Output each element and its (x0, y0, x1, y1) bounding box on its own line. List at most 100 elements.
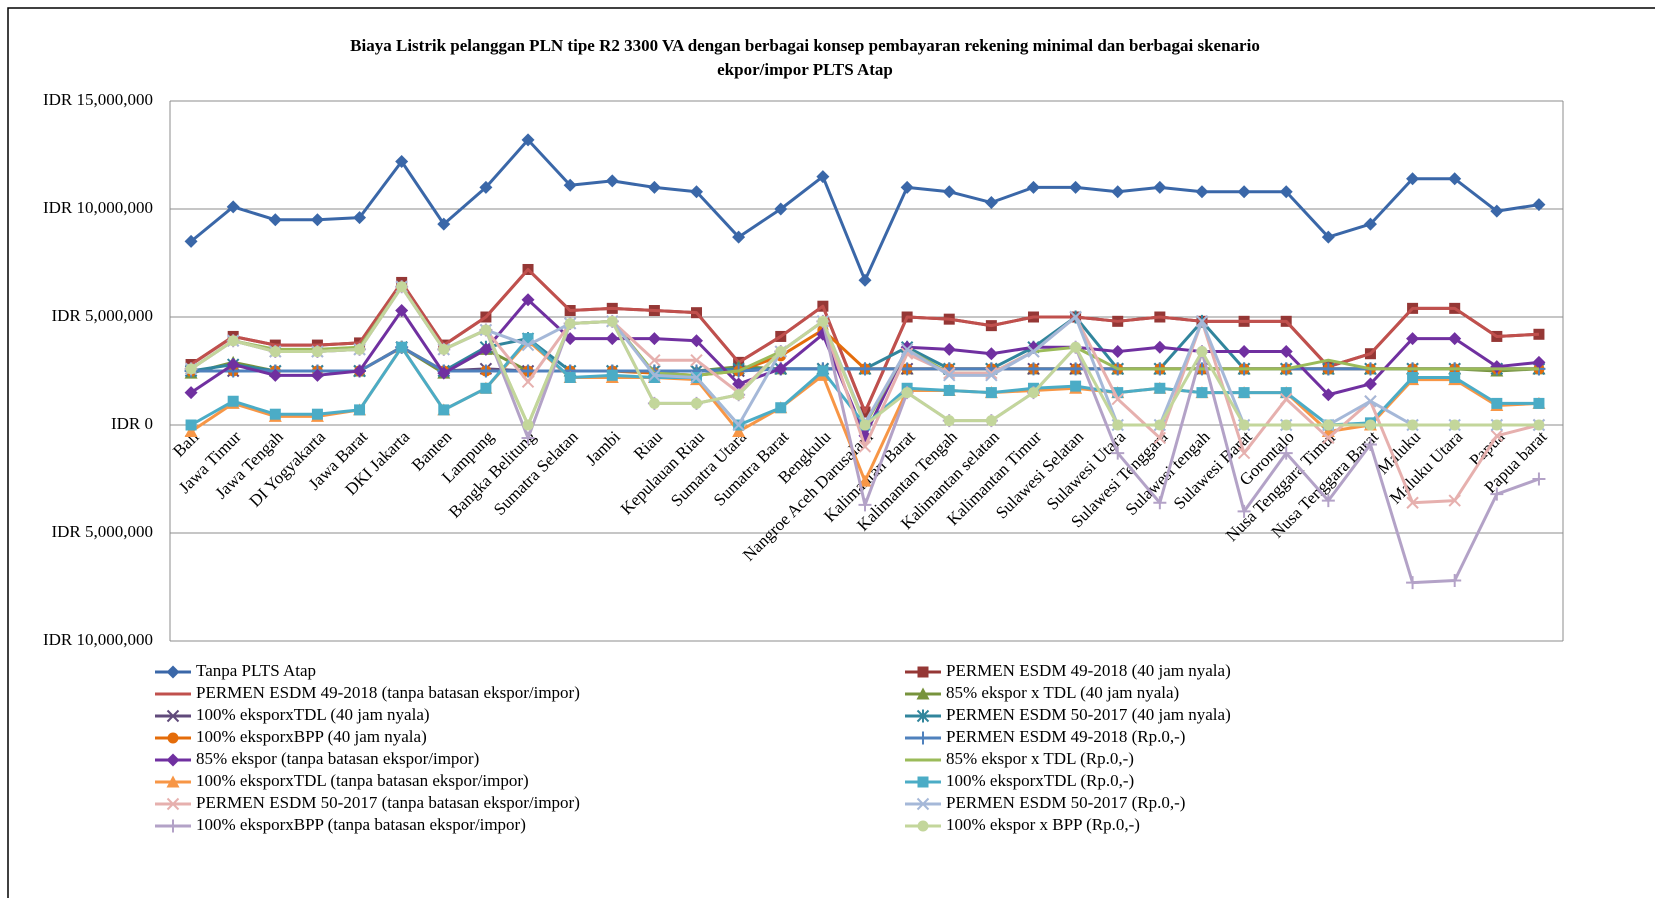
marker (1490, 204, 1504, 218)
marker (438, 343, 450, 355)
marker (916, 687, 930, 700)
marker (1195, 185, 1209, 199)
marker (916, 731, 930, 745)
marker (901, 387, 913, 399)
series (185, 263, 1545, 418)
marker (943, 366, 956, 380)
legend-item: 100% eksporxTDL (tanpa batasan ekspor/im… (155, 771, 529, 790)
marker (942, 185, 956, 199)
marker (395, 304, 409, 318)
marker (166, 775, 180, 788)
marker (395, 154, 409, 168)
marker (166, 819, 180, 833)
marker (396, 281, 408, 293)
marker (648, 353, 661, 367)
legend-item: PERMEN ESDM 49-2018 (tanpa batasan ekspo… (155, 683, 580, 702)
legend-label: 100% eksporxTDL (Rp.0,-) (946, 771, 1134, 790)
y-tick-label: IDR 10,000,000 (43, 630, 153, 649)
marker (1237, 504, 1251, 518)
marker (1406, 576, 1420, 590)
series-line (190, 285, 1539, 427)
marker (1280, 419, 1292, 431)
legend-label: 100% eksporxTDL (40 jam nyala) (196, 705, 430, 724)
x-tick-label: Riau (630, 427, 666, 463)
marker (1279, 345, 1293, 359)
marker (353, 211, 367, 225)
series-line (190, 138, 1540, 282)
marker (1111, 185, 1125, 199)
marker (1237, 185, 1251, 199)
marker (985, 369, 998, 382)
marker (1532, 355, 1546, 369)
marker (166, 753, 180, 767)
series (190, 285, 1539, 427)
marker (479, 180, 493, 194)
y-tick-label: IDR 0 (111, 414, 153, 433)
legend-item: Tanpa PLTS Atap (155, 661, 316, 680)
marker (690, 334, 704, 348)
marker (185, 419, 197, 431)
marker (1363, 217, 1377, 231)
marker (1406, 496, 1419, 509)
marker (184, 234, 198, 248)
marker (167, 732, 179, 744)
marker (521, 293, 535, 307)
marker (1237, 345, 1251, 359)
marker (1363, 377, 1377, 391)
marker (1448, 494, 1461, 507)
legend-label: PERMEN ESDM 50-2017 (tanpa batasan ekspo… (196, 793, 580, 812)
marker (1491, 419, 1503, 431)
marker (1364, 395, 1377, 408)
marker (521, 375, 535, 389)
legend-label: PERMEN ESDM 49-2018 (40 jam nyala) (946, 661, 1231, 680)
y-tick-label: IDR 5,000,000 (51, 306, 153, 325)
series-line (190, 267, 1540, 414)
marker (1112, 419, 1124, 431)
series-line (190, 285, 1539, 427)
marker (900, 362, 914, 376)
legend-label: 100% ekspor x BPP (Rp.0,-) (946, 815, 1140, 834)
marker (775, 346, 787, 358)
marker (310, 213, 324, 227)
marker (479, 364, 493, 378)
marker (522, 333, 534, 345)
marker (564, 317, 576, 329)
marker (269, 408, 281, 420)
marker (185, 363, 197, 375)
marker (858, 362, 872, 376)
marker (268, 213, 282, 227)
legend-item: 100% eksporxTDL (40 jam nyala) (155, 705, 430, 724)
marker (1533, 397, 1545, 409)
legend-label: PERMEN ESDM 50-2017 (Rp.0,-) (946, 793, 1185, 812)
marker (943, 384, 955, 396)
y-tick-label: IDR 10,000,000 (43, 198, 153, 217)
y-tick-label: IDR 15,000,000 (43, 90, 153, 109)
legend-label: 100% eksporxTDL (tanpa batasan ekspor/im… (196, 771, 529, 790)
marker (1406, 332, 1420, 346)
marker (1111, 345, 1125, 359)
marker (226, 200, 240, 214)
marker (1238, 419, 1250, 431)
marker (859, 419, 871, 431)
marker (733, 389, 745, 401)
marker (1321, 362, 1335, 376)
marker (480, 382, 492, 394)
legend-item: 100% ekspor x BPP (Rp.0,-) (905, 815, 1140, 834)
marker (1027, 387, 1039, 399)
marker (774, 202, 788, 216)
marker (858, 440, 872, 453)
marker (1027, 345, 1040, 358)
marker (648, 397, 660, 409)
marker (1153, 431, 1167, 445)
marker (690, 353, 703, 367)
marker (732, 377, 746, 391)
marker (166, 797, 180, 811)
marker (858, 273, 872, 287)
x-tick-label: Jambi (582, 427, 624, 469)
marker (1070, 380, 1082, 392)
marker (1196, 346, 1208, 358)
marker (1321, 230, 1335, 244)
marker (732, 418, 745, 432)
marker (310, 368, 324, 382)
marker (648, 371, 660, 383)
